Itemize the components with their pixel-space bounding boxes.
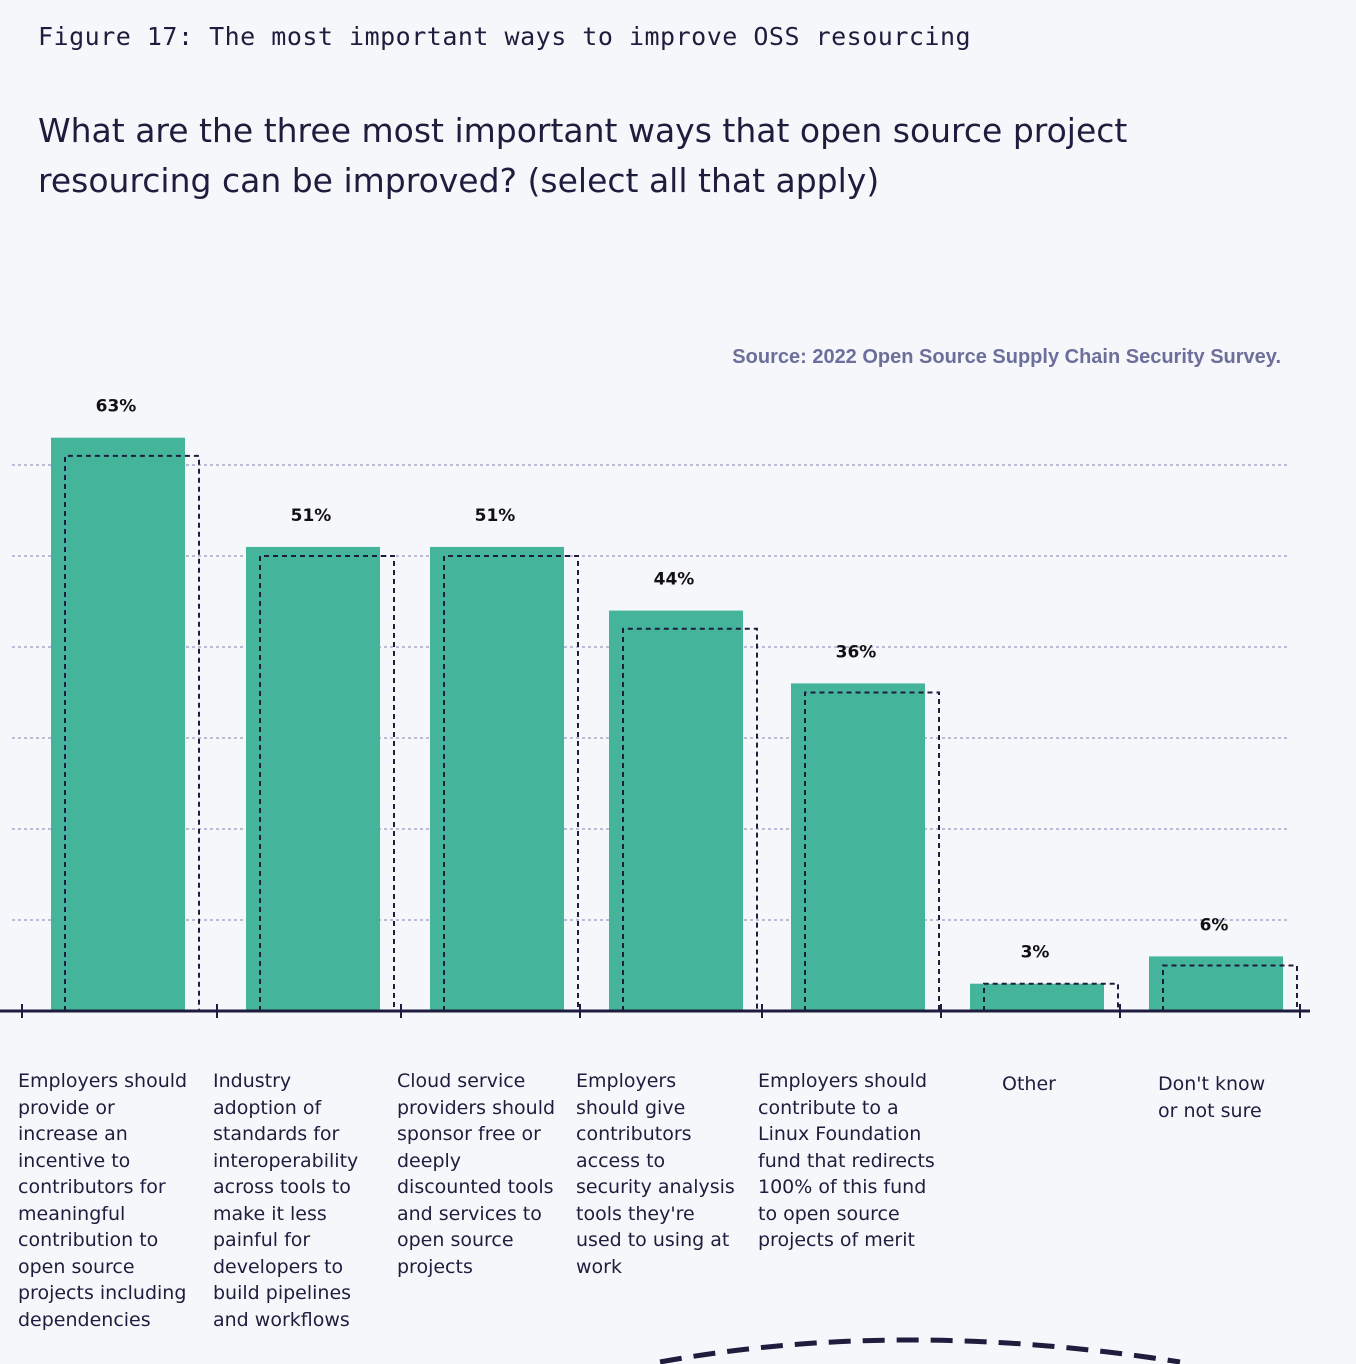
bar <box>1149 956 1283 1011</box>
bars <box>51 437 1283 1011</box>
bar <box>51 437 185 1011</box>
bar <box>246 546 380 1011</box>
category-label: Employers should give contributors acces… <box>576 1070 735 1278</box>
value-label: 51% <box>475 506 516 526</box>
comparison-outline <box>259 555 395 1011</box>
bar <box>791 683 925 1011</box>
figure-caption: Figure 17: The most important ways to im… <box>38 22 972 51</box>
comparison-outline <box>64 454 200 1011</box>
bar <box>970 983 1104 1011</box>
category-label: Employers should provide or increase an … <box>18 1070 188 1331</box>
x-axis <box>0 1004 1310 1018</box>
category-label: Don't know or not sure <box>1158 1073 1266 1122</box>
source-note: Source: 2022 Open Source Supply Chain Se… <box>732 346 1281 368</box>
category-label: Other <box>1002 1073 1056 1095</box>
decorative-dashed-arc <box>659 1337 1181 1364</box>
comparison-outline <box>443 555 579 1011</box>
chart-question-title: What are the three most important ways t… <box>38 111 1128 200</box>
comparison-outline <box>622 627 758 1011</box>
value-labels: 63% 51% 51% 44% 36% 3% 6% <box>96 397 1229 963</box>
bar <box>430 546 564 1011</box>
category-label: Industry adoption of standards for inter… <box>213 1070 359 1331</box>
value-label: 63% <box>96 397 137 417</box>
value-label: 6% <box>1200 915 1229 935</box>
value-label: 36% <box>836 642 877 662</box>
dashed-outlines <box>64 454 1298 1011</box>
comparison-outline <box>983 982 1119 1011</box>
value-label: 51% <box>291 506 332 526</box>
value-label: 44% <box>654 570 695 590</box>
comparison-outline <box>1162 964 1298 1011</box>
bar <box>609 610 743 1011</box>
category-label: Employers should contribute to a Linux F… <box>758 1070 935 1251</box>
category-label: Cloud service providers should sponsor f… <box>397 1070 556 1278</box>
value-label: 3% <box>1021 943 1050 963</box>
